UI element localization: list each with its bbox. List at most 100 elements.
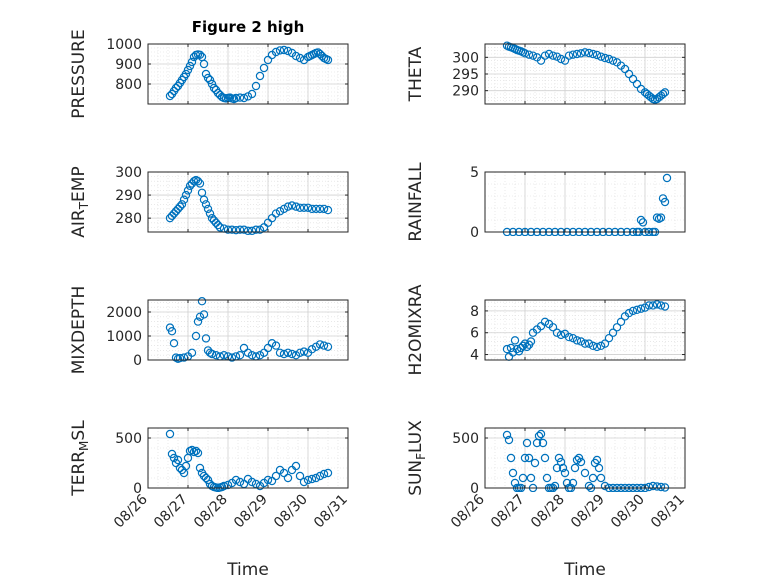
data-point — [235, 351, 245, 360]
y-tick-label: 1000 — [106, 329, 142, 345]
subplot-sun-flux: 0 500 08/26 08/27 08/28 08/29 08/30 08/31 SUNFLU… — [406, 420, 688, 580]
subplot-mixdepth: 0 1000 2000 MIXDEPTH — [69, 286, 349, 374]
data-point — [197, 297, 207, 306]
data-point — [560, 56, 570, 65]
data-point — [255, 71, 265, 81]
axes-box — [484, 171, 686, 233]
data-point — [588, 341, 598, 351]
data-point — [584, 481, 594, 491]
data-point — [223, 225, 233, 234]
data-point — [540, 317, 550, 327]
data-point — [299, 203, 309, 212]
data-point — [235, 225, 245, 234]
data-point — [319, 469, 329, 479]
data-point — [193, 177, 203, 186]
data-point — [323, 342, 333, 351]
data-point — [600, 481, 610, 491]
x-tick-label: 08/31 — [311, 492, 351, 532]
data-point — [574, 453, 584, 463]
subplot-pressure: 800 900 1000 PRESSURE Figure 2 high — [69, 18, 349, 119]
data-point — [518, 341, 528, 351]
data-point — [275, 348, 285, 357]
data-point — [556, 330, 566, 340]
data-point — [584, 339, 594, 348]
data-point — [243, 226, 253, 236]
data-point — [548, 323, 558, 332]
data-point — [251, 225, 261, 234]
data-point — [652, 300, 662, 309]
data-point — [291, 202, 301, 211]
data-point — [526, 337, 536, 346]
data-point — [181, 69, 191, 79]
y-tick-label: 500 — [452, 431, 479, 447]
data-point — [542, 473, 552, 483]
data-point — [287, 349, 297, 359]
data-point — [628, 306, 638, 316]
data-point — [231, 475, 241, 485]
data-point — [620, 64, 630, 74]
data-point — [283, 46, 293, 56]
data-point — [311, 473, 321, 483]
data-point — [580, 48, 590, 57]
data-point — [604, 333, 614, 343]
data-point — [315, 471, 325, 481]
data-point — [183, 65, 193, 75]
y-tick-label: 0 — [470, 225, 479, 241]
data-point — [207, 79, 217, 89]
y-tick-label: 295 — [452, 67, 479, 83]
x-tick-label: 08/26 — [448, 491, 488, 531]
data-point — [654, 214, 664, 223]
x-tick-label: 08/29 — [231, 492, 271, 532]
x-axis-label: Time — [563, 560, 606, 580]
data-point — [275, 46, 285, 55]
data-point — [211, 351, 221, 360]
data-point — [608, 328, 618, 337]
data-point — [504, 435, 514, 445]
data-point — [648, 301, 658, 310]
x-tick-label: 08/29 — [568, 492, 608, 532]
data-point — [656, 301, 666, 310]
x-tick-label: 08/28 — [191, 492, 231, 532]
data-point — [315, 204, 325, 214]
data-point — [201, 69, 211, 79]
y-tick-label: 300 — [452, 50, 479, 66]
y-axis-label: TERRMSL — [69, 420, 91, 497]
chart-title: Figure 2 high — [192, 18, 305, 36]
data-point — [502, 430, 512, 440]
data-point — [169, 339, 179, 348]
subplot-h2omixra: 4 6 8 H2OMIXRA — [406, 284, 686, 376]
subplot-rainfall: 0 5 RAINFALL — [406, 162, 686, 242]
data-point — [215, 223, 225, 232]
data-point — [299, 347, 309, 356]
data-point — [638, 218, 648, 227]
data-point — [179, 195, 189, 204]
data-point — [656, 482, 666, 492]
data-point — [596, 52, 606, 61]
data-point — [524, 50, 534, 59]
data-point — [588, 49, 598, 59]
data-point — [592, 342, 602, 352]
data-point — [323, 55, 333, 65]
data-point — [644, 301, 654, 310]
data-point — [271, 471, 281, 481]
data-point — [295, 348, 305, 357]
y-tick-label: 290 — [115, 188, 142, 204]
data-point — [193, 448, 203, 458]
data-point — [544, 49, 554, 59]
data-point — [303, 475, 313, 485]
y-tick-label: 4 — [470, 348, 479, 364]
data-point — [291, 51, 301, 61]
data-point — [199, 59, 209, 69]
axes-box — [484, 299, 686, 361]
y-tick-label: 0 — [133, 353, 142, 369]
data-point — [506, 453, 516, 463]
data-point — [181, 190, 191, 200]
data-point — [572, 336, 582, 345]
data-point — [660, 88, 670, 97]
data-point — [165, 429, 175, 439]
data-point — [592, 50, 602, 60]
y-axis-label: H2OMIXRA — [406, 284, 426, 375]
data-point — [628, 74, 638, 84]
data-point — [323, 468, 333, 478]
